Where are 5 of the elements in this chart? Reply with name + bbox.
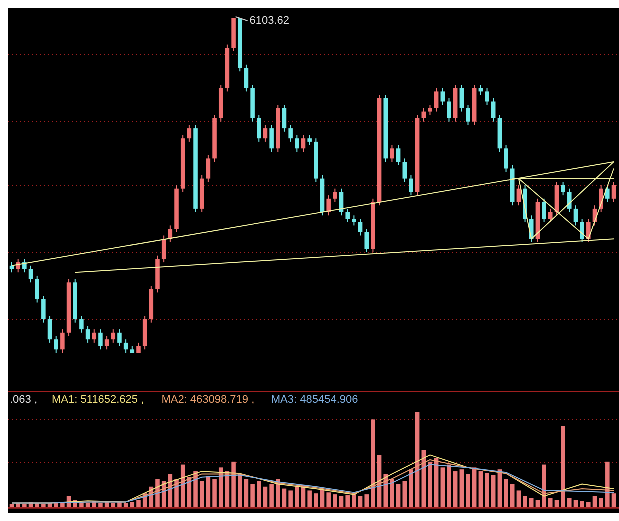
text: .063 , xyxy=(10,394,38,406)
text: MA3: 485454.906 xyxy=(271,394,358,406)
text: MA2: 463098.719 , xyxy=(162,394,255,406)
annotation: 6103.62 xyxy=(250,15,290,27)
text: MA1: 511652.625 , xyxy=(52,394,144,406)
